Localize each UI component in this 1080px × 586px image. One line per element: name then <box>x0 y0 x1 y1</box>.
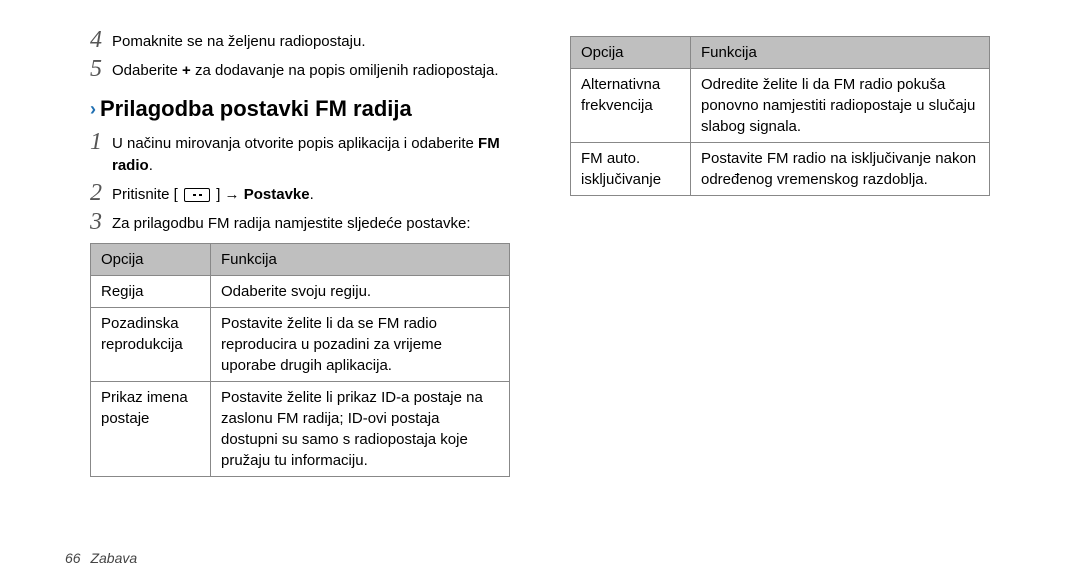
cell-funkcija: Odaberite svoju regiju. <box>211 276 510 308</box>
page-number: 66 <box>65 550 81 566</box>
cell-opcija: Alternativna frekvencija <box>571 69 691 143</box>
th-funkcija: Funkcija <box>691 37 990 69</box>
heading-arrow-icon: › <box>90 99 96 120</box>
step-number-1: 1 <box>90 130 112 154</box>
cell-funkcija: Postavite FM radio na isključivanje nako… <box>691 143 990 196</box>
settings-table-left: Opcija Funkcija Regija Odaberite svoju r… <box>90 243 510 477</box>
table-row: Prikaz imena postaje Postavite želite li… <box>91 382 510 477</box>
step-3-text: Za prilagodbu FM radija namjestite sljed… <box>112 210 471 235</box>
step-4-text: Pomaknite se na željenu radiopostaju. <box>112 28 366 53</box>
cell-opcija: FM auto. isključivanje <box>571 143 691 196</box>
th-funkcija: Funkcija <box>211 244 510 276</box>
section-heading: › Prilagodba postavki FM radija <box>90 96 510 122</box>
step-2-text: Pritisnite [ ] → Postavke. <box>112 181 314 206</box>
cell-funkcija: Postavite želite li prikaz ID-a postaje … <box>211 382 510 477</box>
cell-opcija: Regija <box>91 276 211 308</box>
step-number-5: 5 <box>90 57 112 81</box>
settings-table-right: Opcija Funkcija Alternativna frekvencija… <box>570 36 990 196</box>
cell-opcija: Pozadinska reprodukcija <box>91 308 211 382</box>
table-row: Alternativna frekvencija Odredite želite… <box>571 69 990 143</box>
cell-funkcija: Postavite želite li da se FM radio repro… <box>211 308 510 382</box>
table-row: Pozadinska reprodukcija Postavite želite… <box>91 308 510 382</box>
step-1-text: U načinu mirovanja otvorite popis aplika… <box>112 130 510 177</box>
step-2-pre: Pritisnite [ <box>112 186 178 203</box>
table-row: Regija Odaberite svoju regiju. <box>91 276 510 308</box>
th-opcija: Opcija <box>571 37 691 69</box>
step-5-text: Odaberite + za dodavanje na popis omilje… <box>112 57 499 82</box>
page-footer: 66 Zabava <box>65 550 137 566</box>
step-number-3: 3 <box>90 210 112 234</box>
heading-text: Prilagodba postavki FM radija <box>100 96 412 122</box>
th-opcija: Opcija <box>91 244 211 276</box>
section-name: Zabava <box>90 550 137 566</box>
step-number-4: 4 <box>90 28 112 52</box>
menu-key-icon <box>184 188 210 202</box>
table-row: FM auto. isključivanje Postavite FM radi… <box>571 143 990 196</box>
cell-funkcija: Odredite želite li da FM radio pokuša po… <box>691 69 990 143</box>
step-number-2: 2 <box>90 181 112 205</box>
cell-opcija: Prikaz imena postaje <box>91 382 211 477</box>
step-2-post: ] → Postavke. <box>216 186 314 203</box>
